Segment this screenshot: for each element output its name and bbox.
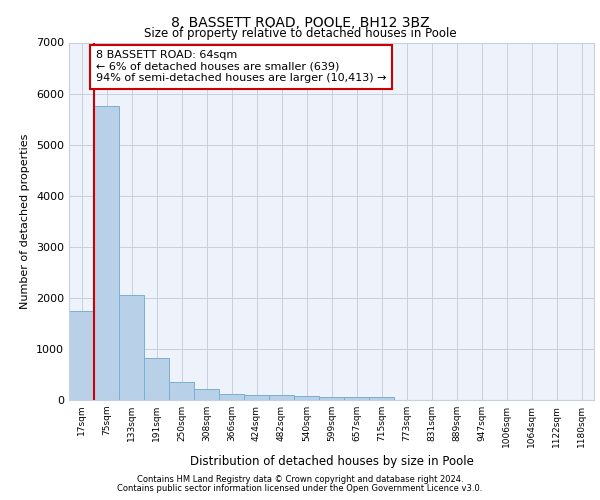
Bar — [144, 358, 169, 400]
Text: Contains public sector information licensed under the Open Government Licence v3: Contains public sector information licen… — [118, 484, 482, 493]
Bar — [269, 395, 294, 400]
Text: Contains HM Land Registry data © Crown copyright and database right 2024.: Contains HM Land Registry data © Crown c… — [137, 475, 463, 484]
Text: 8 BASSETT ROAD: 64sqm
← 6% of detached houses are smaller (639)
94% of semi-deta: 8 BASSETT ROAD: 64sqm ← 6% of detached h… — [96, 50, 386, 84]
Bar — [219, 394, 244, 400]
Bar — [119, 295, 144, 400]
Bar — [369, 398, 394, 400]
Bar — [319, 396, 344, 400]
Text: Size of property relative to detached houses in Poole: Size of property relative to detached ho… — [143, 28, 457, 40]
Bar — [169, 382, 194, 400]
X-axis label: Distribution of detached houses by size in Poole: Distribution of detached houses by size … — [190, 456, 473, 468]
Bar — [194, 390, 219, 400]
Bar — [294, 396, 319, 400]
Bar — [344, 397, 369, 400]
Text: 8, BASSETT ROAD, POOLE, BH12 3BZ: 8, BASSETT ROAD, POOLE, BH12 3BZ — [170, 16, 430, 30]
Bar — [94, 106, 119, 400]
Y-axis label: Number of detached properties: Number of detached properties — [20, 134, 31, 309]
Bar — [69, 310, 94, 400]
Bar — [244, 394, 269, 400]
